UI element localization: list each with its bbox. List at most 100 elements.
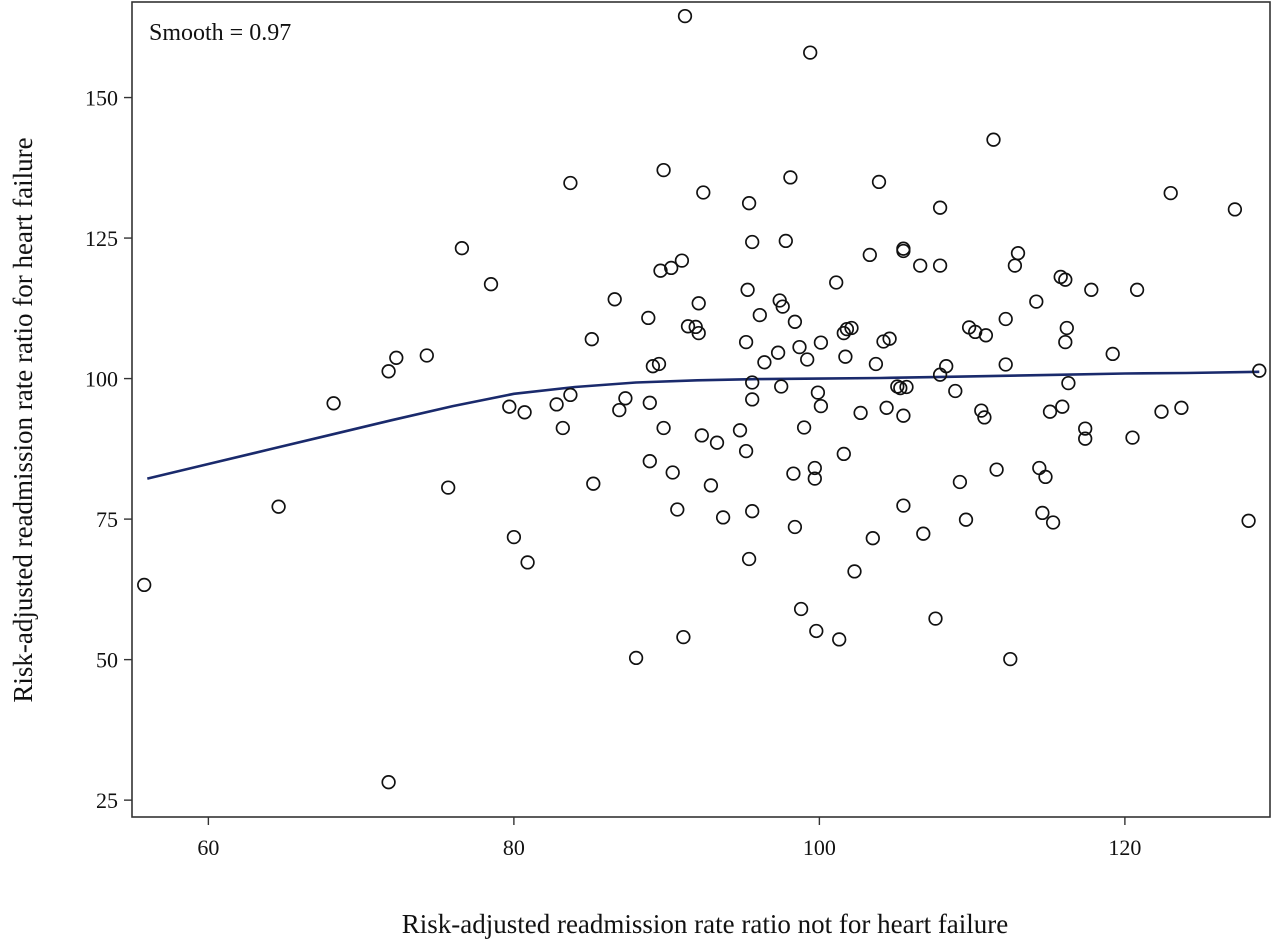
- data-point: [502, 399, 517, 414]
- data-point: [642, 395, 657, 410]
- data-point: [1125, 430, 1140, 445]
- data-point: [813, 335, 829, 350]
- data-point: [607, 292, 622, 307]
- plot-border: [131, 1, 1271, 818]
- data-point: [893, 380, 908, 396]
- data-point: [483, 277, 499, 292]
- data-point: [899, 379, 914, 395]
- data-point: [732, 423, 748, 438]
- y-tick-label: 100: [85, 367, 118, 392]
- data-point: [1055, 399, 1070, 414]
- data-point: [871, 174, 887, 190]
- data-point: [381, 364, 396, 379]
- data-point: [939, 359, 954, 374]
- data-point: [809, 623, 824, 639]
- data-point: [752, 307, 767, 323]
- data-point: [674, 253, 690, 268]
- data-point: [1163, 185, 1178, 201]
- data-point: [1241, 513, 1256, 528]
- data-point: [813, 398, 829, 414]
- data-point: [677, 8, 693, 24]
- data-point: [844, 320, 859, 336]
- data-point: [882, 331, 897, 346]
- data-points-group: [137, 8, 1267, 790]
- x-axis-title: Risk-adjusted readmission rate ratio not…: [402, 909, 1009, 939]
- data-point: [807, 471, 822, 486]
- data-point: [879, 400, 894, 415]
- data-point: [836, 446, 851, 462]
- data-point: [628, 650, 644, 666]
- data-point: [653, 263, 668, 278]
- data-point: [586, 476, 601, 491]
- data-point: [709, 435, 725, 450]
- data-point: [441, 480, 456, 495]
- data-point: [745, 392, 760, 407]
- data-point: [958, 512, 974, 527]
- data-point: [998, 311, 1013, 327]
- data-point: [741, 196, 757, 211]
- data-point: [1061, 375, 1076, 391]
- data-point: [1105, 346, 1120, 362]
- smooth-line: [146, 370, 1260, 480]
- x-tick-label: 80: [503, 835, 525, 860]
- data-point: [137, 577, 152, 593]
- data-point: [1084, 282, 1099, 297]
- data-point: [1053, 269, 1068, 285]
- data-point: [642, 454, 657, 469]
- data-point: [745, 375, 760, 390]
- data-point: [656, 420, 671, 436]
- data-point: [832, 632, 847, 647]
- data-point: [1003, 651, 1018, 667]
- data-point: [691, 296, 706, 311]
- data-point: [783, 170, 798, 185]
- data-point: [1154, 404, 1169, 419]
- data-point: [932, 258, 948, 273]
- data-point: [381, 775, 396, 790]
- data-point: [696, 185, 711, 200]
- data-point: [1078, 431, 1093, 446]
- data-point: [549, 397, 564, 412]
- data-point: [978, 328, 994, 343]
- data-point: [645, 359, 661, 374]
- data-point: [847, 564, 862, 579]
- data-point: [948, 383, 963, 399]
- x-tick-label: 100: [803, 835, 836, 860]
- data-point: [738, 334, 754, 350]
- data-point: [796, 420, 812, 435]
- data-point: [974, 403, 989, 418]
- y-tick-label: 150: [85, 86, 118, 111]
- data-point: [1038, 469, 1053, 485]
- data-point: [977, 410, 992, 425]
- data-point: [517, 405, 532, 420]
- data-point: [916, 526, 931, 541]
- data-point: [775, 299, 790, 314]
- data-point: [741, 551, 757, 567]
- smooth-annotation: Smooth = 0.97: [149, 20, 291, 46]
- y-axis-ticks: 25 50 75 100 125 150: [85, 86, 132, 813]
- data-point: [838, 349, 853, 364]
- data-point: [680, 319, 696, 334]
- data-point: [868, 356, 884, 372]
- data-point: [612, 402, 627, 418]
- data-point: [1029, 294, 1044, 309]
- data-point: [932, 367, 948, 382]
- data-point: [896, 498, 911, 513]
- data-point: [664, 260, 679, 276]
- data-point: [932, 200, 948, 215]
- data-point: [810, 385, 826, 400]
- data-point: [807, 460, 822, 476]
- data-point: [836, 325, 851, 341]
- data-point: [928, 611, 943, 626]
- data-point: [656, 162, 671, 178]
- data-point: [454, 241, 470, 256]
- data-point: [691, 325, 706, 341]
- data-point: [862, 247, 877, 263]
- data-point: [326, 396, 341, 411]
- data-point: [670, 502, 685, 517]
- data-point: [520, 555, 535, 570]
- y-axis-title: Risk-adjusted readmission rate ratio for…: [8, 137, 38, 702]
- data-point: [651, 356, 667, 372]
- data-point: [1035, 505, 1050, 521]
- data-point: [787, 314, 803, 329]
- data-point: [1174, 400, 1189, 415]
